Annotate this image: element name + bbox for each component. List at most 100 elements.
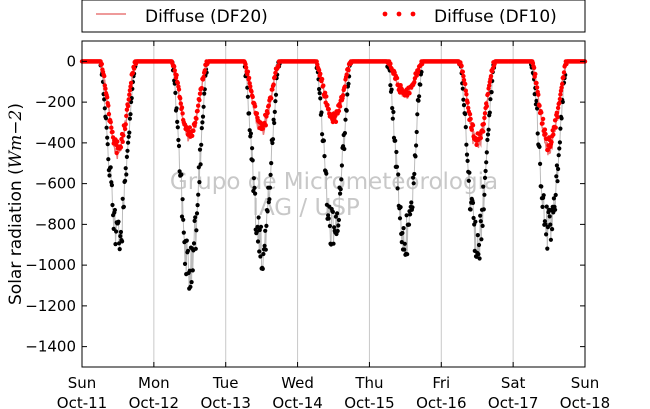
global-point <box>415 112 420 117</box>
df10-point <box>531 65 537 71</box>
global-point <box>390 106 395 111</box>
df10-point <box>557 96 563 102</box>
df10-point <box>342 84 348 89</box>
global-point <box>199 126 204 131</box>
global-point <box>102 97 107 102</box>
global-point <box>391 109 396 115</box>
global-point <box>535 106 540 111</box>
df10-point <box>478 135 483 141</box>
global-point <box>467 170 472 175</box>
global-point <box>541 193 546 198</box>
global-point <box>538 161 543 166</box>
global-point <box>471 215 476 221</box>
df10-point <box>123 122 128 127</box>
y-tick-label: −800 <box>35 215 76 233</box>
global-point <box>247 128 252 133</box>
df10-point <box>187 125 192 130</box>
global-point <box>184 238 189 243</box>
x-tick-label-day: Sat <box>501 374 526 392</box>
global-point <box>267 185 273 190</box>
df10-point <box>110 129 115 135</box>
global-point <box>120 239 125 244</box>
global-point <box>272 120 277 126</box>
global-point <box>405 252 410 257</box>
df10-point <box>197 97 202 103</box>
global-point <box>105 135 110 140</box>
df10-point <box>172 68 177 73</box>
global-point <box>263 247 268 252</box>
global-point <box>326 216 331 221</box>
global-point <box>181 230 186 235</box>
legend-swatch-df10-dot-3 <box>410 11 416 17</box>
global-point <box>559 116 564 121</box>
df10-point <box>128 80 134 86</box>
global-point <box>257 227 262 233</box>
y-tick-label: −600 <box>35 175 76 193</box>
global-point <box>118 234 123 239</box>
x-tick-label-date: Oct-16 <box>416 394 466 409</box>
df10-point <box>461 73 466 79</box>
global-point <box>390 116 395 121</box>
df10-point <box>126 97 131 102</box>
df10-point <box>269 96 274 101</box>
global-point <box>326 213 331 218</box>
df20-line <box>82 59 585 160</box>
df10-point <box>122 126 128 132</box>
global-point <box>273 92 279 97</box>
global-point <box>272 109 277 114</box>
global-point <box>473 219 478 224</box>
global-point <box>109 183 114 188</box>
global-point <box>253 191 258 196</box>
df10-point <box>263 123 268 128</box>
global-point <box>175 119 180 124</box>
df10-point <box>533 71 538 77</box>
global-point <box>344 108 349 113</box>
df10-point <box>197 91 203 96</box>
global-point <box>263 228 268 233</box>
global-point <box>544 204 549 209</box>
df10-point <box>321 83 326 88</box>
df10-point <box>127 92 132 97</box>
watermark: Grupo de Micrometeorologia IAG / USP <box>170 169 498 221</box>
global-point <box>317 87 322 92</box>
df10-point <box>539 110 544 115</box>
df10-point <box>412 80 417 85</box>
global-point <box>394 164 400 169</box>
global-point <box>179 214 185 219</box>
global-point <box>180 197 185 202</box>
global-point <box>468 207 473 212</box>
global-point <box>336 223 341 228</box>
df10-point <box>172 64 177 69</box>
df10-point <box>540 116 546 122</box>
df10-point <box>178 96 183 101</box>
global-point <box>409 200 414 205</box>
global-point <box>331 241 336 246</box>
x-tick-label-date: Oct-17 <box>488 394 538 409</box>
global-point <box>389 87 394 92</box>
global-point <box>270 137 276 142</box>
df10-point <box>249 89 254 94</box>
global-point <box>193 246 198 251</box>
global-point <box>488 97 493 102</box>
global-point <box>479 237 484 242</box>
y-tick-label: −1200 <box>25 297 76 315</box>
global-point <box>108 165 113 170</box>
global-point <box>123 178 128 183</box>
legend: Diffuse (DF20) Diffuse (DF10) <box>81 0 586 33</box>
global-point <box>411 175 416 180</box>
global-point <box>551 196 557 201</box>
global-point <box>553 207 558 212</box>
global-point <box>175 125 180 130</box>
global-point <box>255 239 261 244</box>
df10-point <box>103 86 108 91</box>
global-point <box>416 98 421 103</box>
df10-point <box>484 104 489 109</box>
global-point <box>126 140 131 145</box>
y-axis: 0 −200 −400 −600 −800 −1000 −1200 −1400 <box>25 52 585 356</box>
global-point <box>485 137 490 142</box>
global-point <box>400 230 405 236</box>
x-tick-label-date: Oct-12 <box>129 394 179 409</box>
global-point <box>478 213 483 218</box>
x-tick-label-day: Wed <box>281 374 314 392</box>
df10-point <box>534 80 539 86</box>
